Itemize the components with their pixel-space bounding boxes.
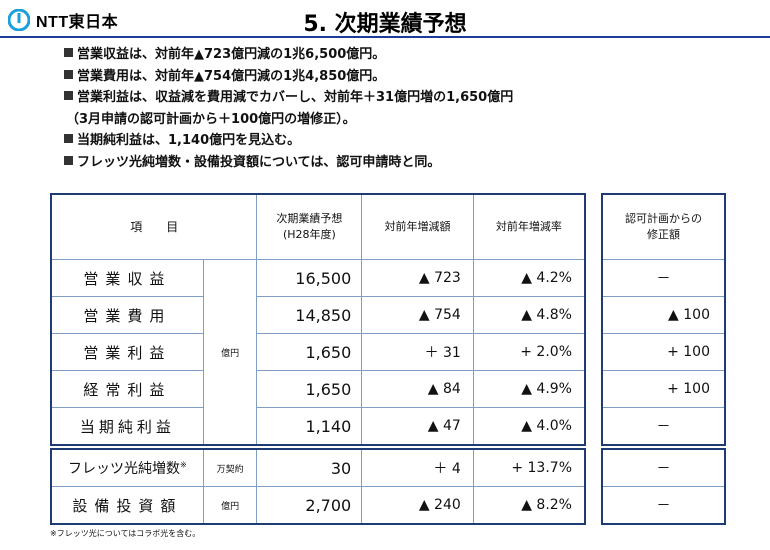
unit-label: 億円 [202,486,258,525]
logo-text: NTT東日本 [36,14,119,31]
table-row: 設備投資額 億円 2,700 ▲ 240 ▲ 8.2% [50,486,586,525]
table-row: 営業収益 億円 16,500 ▲ 723 ▲ 4.2% [50,259,586,446]
bullet-item: フレッツ光純増数・設備投資額については、認可申請時と同。 [64,152,513,174]
ntt-logo-icon [8,9,30,31]
table-row: 営業費用 14,850 ▲ 754 ▲ 4.8% [50,296,586,334]
revision-table: 認可計画からの 修正額 － ▲ 100 + 100 + 100 － [601,193,726,446]
bullet-item: 営業利益は、収益減を費用減でカバーし、対前年＋31億円増の1,650億円 [64,87,513,109]
yoy-amount: ▲ 240 [361,486,474,525]
footnote: ※フレッツ光についてはコラボ光を含む。 [50,529,201,538]
yoy-amount: ＋ 4 [361,448,474,487]
row-label: フレッツ光純増数※ [50,448,204,487]
forecast-value: 1,650 [256,333,363,371]
page-title: 5. 次期業績予想 [303,12,467,37]
bullet-item: 営業費用は、対前年▲754億円減の1兆4,850億円。 [64,66,513,88]
title-divider [0,36,770,38]
square-bullet-icon [64,134,73,143]
revision-value: － [601,448,726,487]
revision-value: + 100 [601,333,726,371]
forecast-value: 16,500 [256,259,363,297]
square-bullet-icon [64,48,73,57]
header-forecast: 次期業績予想 (H28年度) [256,193,363,260]
company-logo: NTT東日本 [8,8,118,32]
unit-label: 万契約 [202,448,258,487]
row-label: 営業利益 [50,333,204,371]
table-row: 経常利益 1,650 ▲ 84 ▲ 4.9% [50,370,586,408]
revision-value: ▲ 100 [601,296,726,334]
forecast-value: 2,700 [256,486,363,525]
forecast-value: 1,650 [256,370,363,408]
forecast-value: 30 [256,448,363,487]
table-row: 営業利益 1,650 ＋ 31 + 2.0% [50,333,586,371]
header-item: 項 目 [50,193,258,260]
yoy-amount: ▲ 47 [361,407,474,446]
revision-value: + 100 [601,370,726,408]
yoy-rate: ▲ 8.2% [472,486,586,525]
summary-bullets: 営業収益は、対前年▲723億円減の1兆6,500億円。 営業費用は、対前年▲75… [64,44,513,173]
forecast-value: 14,850 [256,296,363,334]
yoy-rate: + 2.0% [472,333,586,371]
bullet-item: 当期純利益は、1,140億円を見込む。 [64,130,513,152]
revision-table-2: － － [601,448,726,525]
bullet-continuation: （3月申請の認可計画から＋100億円の増修正）。 [66,111,356,127]
yoy-rate: ▲ 4.0% [472,407,586,446]
yoy-rate: ▲ 4.8% [472,296,586,334]
subscriber-capex-table: フレッツ光純増数※ 万契約 30 ＋ 4 + 13.7% 設備投資額 億円 2,… [50,448,586,525]
yoy-rate: ▲ 4.9% [472,370,586,408]
header-yoy-rate: 対前年増減率 [472,193,586,260]
row-label: 経常利益 [50,370,204,408]
yoy-amount: ▲ 723 [361,259,474,297]
yoy-amount: ▲ 754 [361,296,474,334]
row-label: 設備投資額 [50,486,204,525]
row-label: 営業費用 [50,296,204,334]
row-label: 当期純利益 [50,407,204,446]
square-bullet-icon [64,155,73,165]
revision-value: － [601,259,726,297]
yoy-rate: + 13.7% [472,448,586,487]
forecast-table: 項 目 次期業績予想 (H28年度) 対前年増減額 対前年増減率 営業収益 億円 … [50,193,586,446]
square-bullet-icon [64,91,73,100]
header-revision: 認可計画からの 修正額 [601,193,726,260]
table-row: フレッツ光純増数※ 万契約 30 ＋ 4 + 13.7% [50,448,586,487]
revision-value: － [601,486,726,525]
yoy-rate: ▲ 4.2% [472,259,586,297]
unit-label: 億円 [202,259,258,446]
row-label: 営業収益 [50,259,204,297]
yoy-amount: ▲ 84 [361,370,474,408]
revision-value: － [601,407,726,446]
footnote-mark: ※ [180,460,187,470]
bullet-item: 営業収益は、対前年▲723億円減の1兆6,500億円。 [64,44,513,66]
forecast-value: 1,140 [256,407,363,446]
square-bullet-icon [64,69,73,79]
yoy-amount: ＋ 31 [361,333,474,371]
header-yoy-amount: 対前年増減額 [361,193,474,260]
table-row: 当期純利益 1,140 ▲ 47 ▲ 4.0% [50,407,586,446]
